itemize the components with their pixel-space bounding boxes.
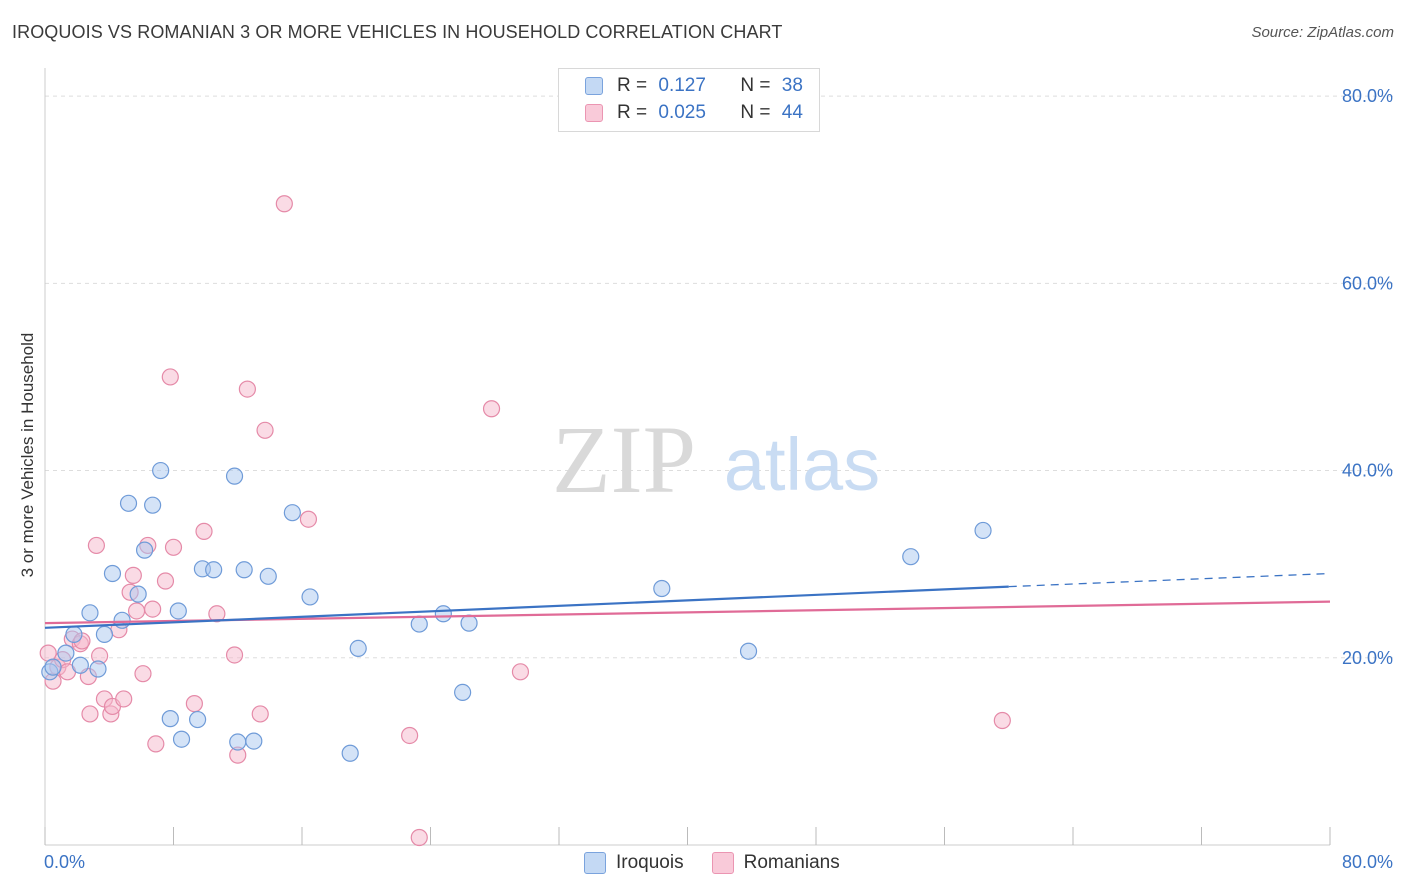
iroquois-point	[283, 504, 301, 522]
iroquois-point	[349, 639, 367, 658]
watermark-zip: ZIP	[552, 406, 696, 513]
romanians-point	[115, 690, 133, 708]
romanians-point	[208, 605, 226, 623]
r-label: R =	[617, 75, 653, 96]
watermark-atlas: atlas	[724, 423, 880, 506]
iroquois-point	[301, 588, 319, 606]
romanians-point	[164, 538, 183, 556]
iroquois-point	[71, 656, 89, 674]
iroquois-point	[57, 644, 75, 662]
romanians-point	[195, 522, 213, 540]
iroquois-point	[144, 496, 162, 514]
iroquois-point	[44, 658, 62, 676]
romanians-point	[299, 510, 318, 528]
iroquois-point	[172, 730, 191, 748]
r-value: 0.025	[658, 102, 706, 123]
iroquois-point	[135, 541, 154, 559]
legend-label-iroquois: Iroquois	[616, 852, 684, 873]
iroquois-point	[902, 548, 920, 566]
y-tick-label: 80.0%	[1342, 86, 1393, 106]
iroquois-legend-swatch	[584, 852, 606, 874]
legend-row-romanians: R = 0.025 N = 44	[585, 100, 803, 126]
n-label: N =	[740, 102, 776, 123]
romanians-point	[87, 536, 106, 555]
iroquois-point	[81, 604, 99, 622]
romanians-point	[127, 602, 146, 620]
iroquois-point	[225, 467, 244, 485]
iroquois-point	[113, 611, 131, 629]
legend-item-romanians: Romanians	[711, 852, 840, 874]
iroquois-trend-extension	[1008, 572, 1331, 588]
iroquois-point	[103, 564, 122, 583]
iroquois-point	[235, 561, 253, 579]
legend-label-romanians: Romanians	[743, 852, 840, 873]
n-value: 38	[781, 75, 803, 96]
chart-title: IROQUOIS VS ROMANIAN 3 OR MORE VEHICLES …	[12, 22, 783, 42]
iroquois-point	[974, 521, 992, 540]
iroquois-point	[410, 615, 428, 633]
n-label: N =	[740, 75, 776, 96]
axes	[44, 68, 1331, 846]
iroquois-point	[89, 660, 107, 678]
iroquois-point	[454, 683, 472, 702]
romanians-point	[225, 646, 244, 664]
y-tick-label: 20.0%	[1342, 648, 1393, 668]
x-tick-label-min: 0.0%	[44, 852, 86, 872]
romanians-point	[185, 695, 203, 713]
iroquois-point	[129, 585, 147, 603]
iroquois-point	[169, 602, 187, 620]
legend-stats: R = 0.127 N = 38 R = 0.025 N = 44	[558, 68, 820, 132]
iroquois-point	[259, 567, 277, 585]
romanians-point	[161, 368, 179, 386]
romanians-swatch	[585, 104, 603, 122]
romanians-point	[401, 726, 419, 745]
romanians-point	[238, 380, 256, 398]
trend-lines	[44, 572, 1331, 629]
iroquois-trend-line	[44, 585, 1009, 629]
romanians-point	[993, 711, 1011, 730]
romanians-point	[144, 600, 162, 618]
iroquois-point	[152, 461, 170, 480]
iroquois-point	[653, 579, 671, 598]
romanians-point	[482, 400, 501, 418]
romanians-point	[275, 195, 293, 213]
iroquois-point	[65, 625, 83, 643]
source-label: Source: ZipAtlas.com	[1251, 24, 1394, 41]
legend-row-iroquois: R = 0.127 N = 38	[585, 73, 803, 99]
romanians-point	[124, 566, 142, 584]
iroquois-swatch	[585, 77, 603, 95]
y-tick-label: 60.0%	[1342, 273, 1393, 293]
iroquois-point	[205, 561, 223, 579]
r-label: R =	[617, 102, 653, 123]
iroquois-point	[434, 605, 452, 623]
x-tick-label-max: 80.0%	[1341, 852, 1393, 872]
n-value: 44	[781, 102, 803, 123]
romanians-points	[39, 195, 1011, 847]
romanians-point	[251, 705, 269, 723]
legend-bottom: Iroquois Romanians	[584, 852, 868, 874]
y-tick-label: 40.0%	[1342, 461, 1393, 481]
romanians-legend-swatch	[711, 852, 734, 874]
iroquois-point	[229, 733, 247, 751]
iroquois-point	[119, 494, 138, 512]
iroquois-point	[341, 744, 359, 762]
iroquois-points	[41, 461, 992, 762]
romanians-point	[410, 828, 428, 847]
romanians-point	[256, 421, 274, 439]
iroquois-point	[161, 710, 179, 728]
romanians-point	[81, 705, 99, 723]
iroquois-point	[95, 625, 114, 643]
romanians-point	[156, 572, 175, 590]
romanians-point	[134, 665, 152, 683]
r-value: 0.127	[658, 75, 706, 96]
legend-item-iroquois: Iroquois	[584, 852, 684, 874]
romanians-point	[511, 663, 530, 681]
iroquois-point	[739, 642, 758, 660]
iroquois-point	[460, 614, 478, 632]
iroquois-point	[188, 710, 207, 729]
iroquois-point	[245, 732, 263, 750]
y-tick-labels: 20.0% 40.0% 60.0% 80.0%	[1342, 86, 1393, 668]
romanians-point	[147, 735, 165, 753]
